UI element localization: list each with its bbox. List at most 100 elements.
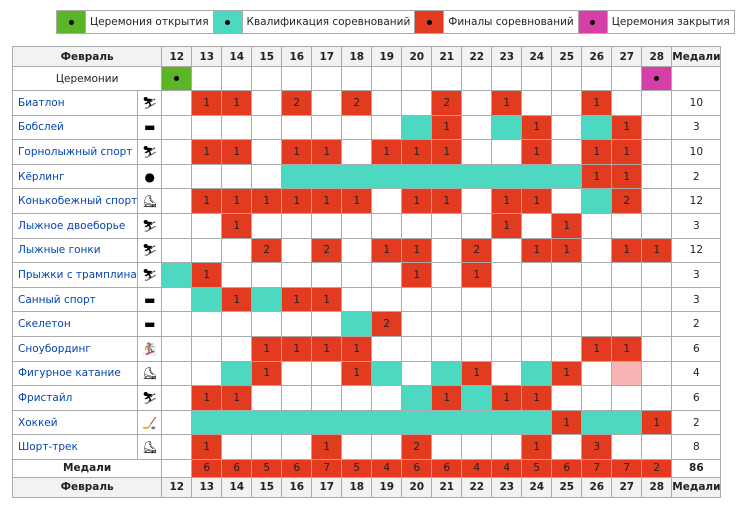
event-cell: 1 — [221, 139, 253, 165]
sport-row: Лыжное двоеборье ⛷ 1 1 1 3 — [11, 212, 722, 239]
empty-cell — [311, 311, 343, 337]
event-cell: 1 — [191, 262, 223, 288]
daily-medal-total: 6 — [401, 458, 433, 478]
empty-cell — [641, 139, 673, 165]
day-header: 24 — [521, 46, 553, 67]
empty-cell — [311, 262, 343, 288]
empty-cell — [191, 163, 223, 190]
freestyle-icon: ⛷ — [137, 385, 163, 411]
sport-link[interactable]: Биатлон — [11, 90, 139, 116]
event-cell: 1 — [431, 188, 463, 214]
empty-cell — [491, 139, 523, 165]
empty-cell — [461, 311, 493, 337]
sport-link[interactable]: Бобслей — [11, 114, 139, 141]
empty-cell — [581, 262, 613, 288]
empty-cell — [341, 262, 373, 288]
day-header: 13 — [191, 46, 223, 67]
day-header: 22 — [461, 476, 493, 498]
event-cell: 1 — [401, 237, 433, 264]
event-cell: 1 — [401, 262, 433, 288]
empty-cell — [191, 360, 223, 387]
empty-cell — [611, 286, 643, 313]
day-header: 28 — [641, 476, 673, 498]
event-cell — [551, 163, 583, 190]
event-cell — [221, 360, 253, 387]
day-header: 19 — [371, 476, 403, 498]
sport-link[interactable]: Конькобежный спорт — [11, 188, 139, 214]
sport-row: Санный спорт ▬ 1 1 1 3 — [11, 286, 722, 313]
day-header: 24 — [521, 476, 553, 498]
empty-cell — [251, 114, 283, 141]
empty-cell — [251, 311, 283, 337]
event-cell: 1 — [281, 188, 313, 214]
event-cell — [311, 409, 343, 436]
event-cell — [161, 262, 193, 288]
event-cell — [581, 188, 613, 214]
sport-link[interactable]: Горнолыжный спорт — [11, 139, 139, 165]
sport-link[interactable]: Хоккей — [11, 409, 139, 436]
empty-cell — [641, 360, 673, 387]
empty-cell — [161, 188, 193, 214]
day-header: 23 — [491, 476, 523, 498]
event-cell: 1 — [311, 434, 343, 460]
event-cell — [191, 286, 223, 313]
empty-cell — [551, 311, 583, 337]
empty-cell — [311, 360, 343, 387]
empty-cell — [611, 311, 643, 337]
sport-row: Фристайл ⛷ 1 1 1 1 1 6 — [11, 385, 722, 411]
event-cell: 1 — [611, 139, 643, 165]
empty-cell — [191, 66, 223, 91]
sport-link[interactable]: Фигурное катание — [11, 360, 139, 387]
empty-cell — [581, 311, 613, 337]
empty-cell — [161, 385, 193, 411]
empty-cell — [401, 360, 433, 387]
empty-cell — [161, 434, 193, 460]
event-cell — [431, 409, 463, 436]
empty-cell — [461, 66, 493, 91]
medals-count: 3 — [671, 114, 722, 141]
day-header: 19 — [371, 46, 403, 67]
empty-cell — [461, 188, 493, 214]
empty-cell — [551, 66, 583, 91]
empty-cell — [491, 66, 523, 91]
empty-cell — [341, 212, 373, 239]
day-header: 23 — [491, 46, 523, 67]
empty-cell — [611, 434, 643, 460]
event-cell: 1 — [611, 163, 643, 190]
day-header: 16 — [281, 476, 313, 498]
event-cell — [401, 163, 433, 190]
day-header: 12 — [161, 46, 193, 67]
daily-medal-total: 4 — [461, 458, 493, 478]
sport-link[interactable]: Прыжки с трамплина — [11, 262, 139, 288]
daily-medal-total: 7 — [311, 458, 343, 478]
sport-row: Бобслей ▬ 1 1 1 3 — [11, 114, 722, 141]
sport-link[interactable]: Лыжные гонки — [11, 237, 139, 264]
event-cell — [371, 163, 403, 190]
empty-cell — [221, 262, 253, 288]
event-cell — [521, 163, 553, 190]
sport-link[interactable]: Кёрлинг — [11, 163, 139, 190]
event-cell — [341, 311, 373, 337]
event-cell: 1 — [431, 139, 463, 165]
empty-cell — [161, 90, 193, 116]
sport-link[interactable]: Лыжное двоеборье — [11, 212, 139, 239]
sport-link[interactable]: Сноубординг — [11, 335, 139, 362]
dot-icon — [590, 19, 596, 25]
event-cell: 1 — [251, 188, 283, 214]
medals-count: 12 — [671, 188, 722, 214]
empty-cell — [341, 286, 373, 313]
sport-row: Биатлон ⛷ 1 1 2 2 2 1 1 10 — [11, 90, 722, 116]
alpine-skiing-icon: ⛷ — [137, 139, 163, 165]
sport-link[interactable]: Шорт-трек — [11, 434, 139, 460]
sport-link[interactable]: Санный спорт — [11, 286, 139, 313]
sport-link[interactable]: Фристайл — [11, 385, 139, 411]
event-cell: 1 — [521, 139, 553, 165]
daily-medal-total: 6 — [551, 458, 583, 478]
sport-link[interactable]: Скелетон — [11, 311, 139, 337]
day-header: 13 — [191, 476, 223, 498]
empty-cell — [251, 385, 283, 411]
event-cell — [281, 163, 313, 190]
event-cell: 1 — [491, 188, 523, 214]
empty-cell — [551, 90, 583, 116]
medals-count: 6 — [671, 335, 722, 362]
